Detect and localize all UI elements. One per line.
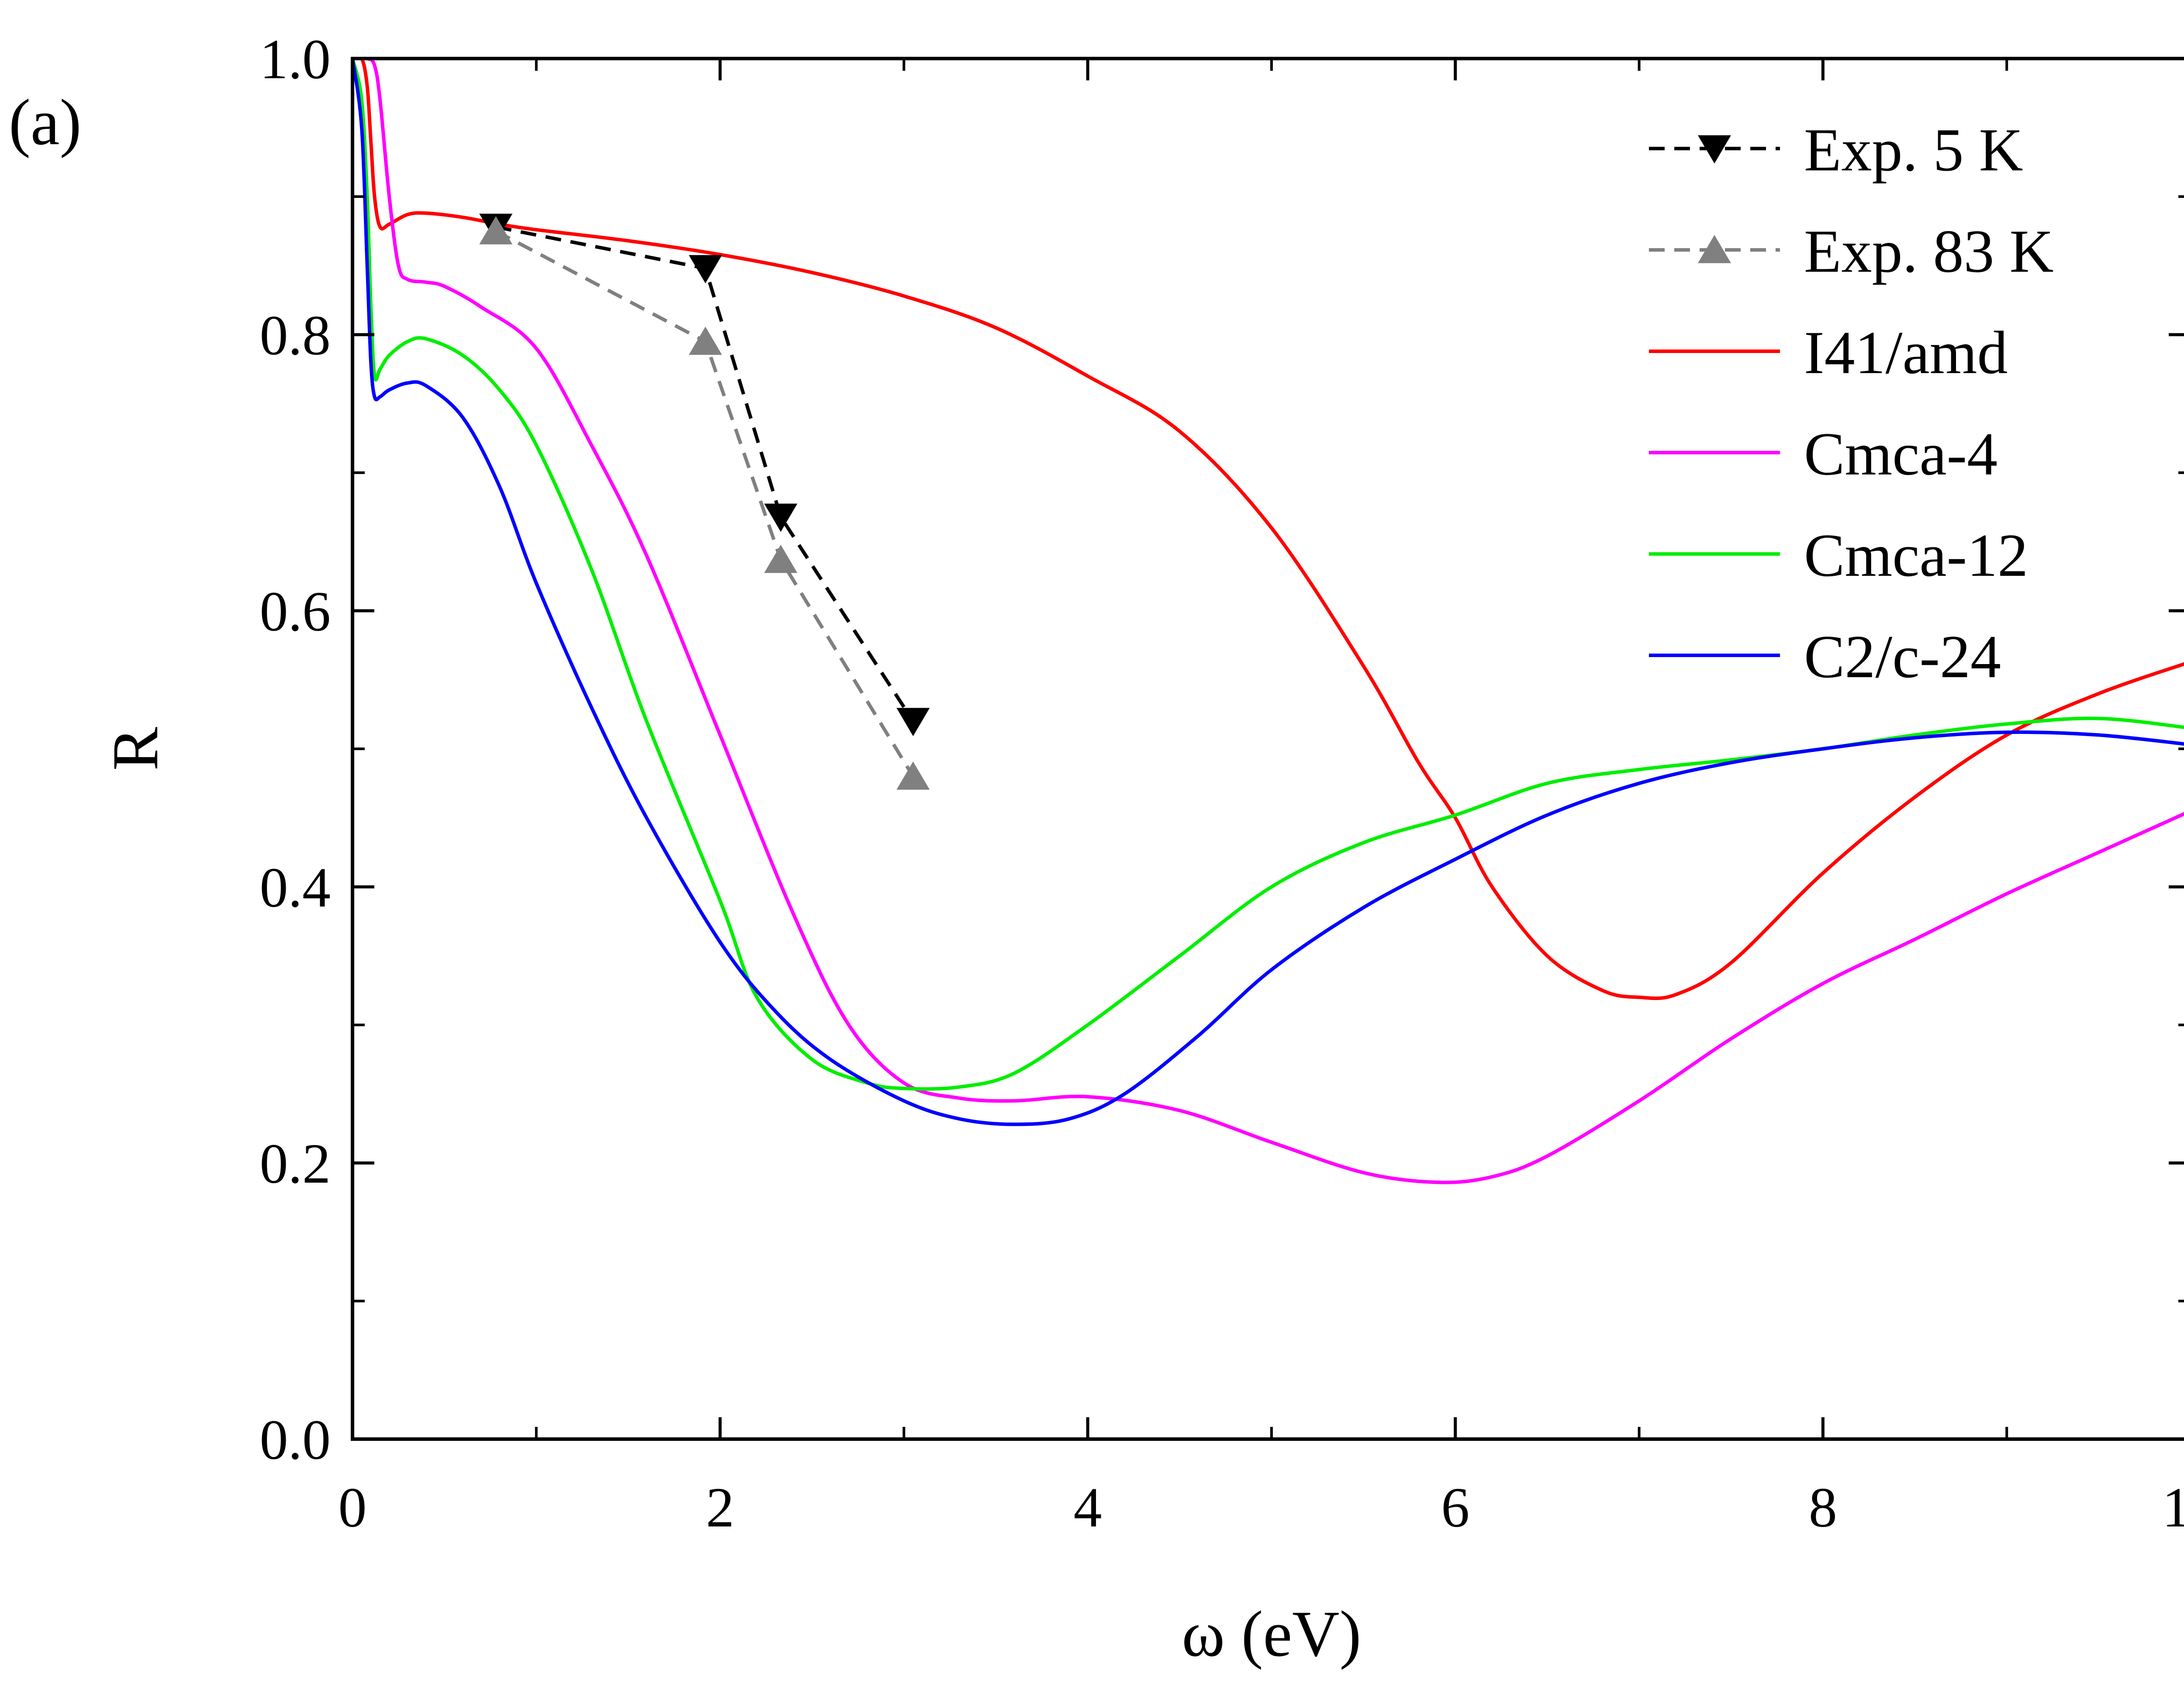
data-point-exp-83-k (688, 326, 722, 355)
y-tick-label: 0.8 (260, 304, 331, 367)
data-point-exp-83-k (896, 761, 930, 790)
y-tick-label: 0.0 (260, 1409, 331, 1471)
x-axis-title: ω (eV) (1182, 1598, 1361, 1670)
series-line-c2-c-24 (352, 59, 2184, 1126)
series-line-exp-83-k (495, 229, 915, 778)
legend-label-exp-83-k: Exp. 83 K (1804, 218, 2054, 285)
legend-marker-exp-5-k (1698, 135, 1731, 164)
x-tick-label: 0 (339, 1476, 367, 1539)
y-tick-label: 0.4 (260, 856, 331, 919)
data-point-exp-83-k (764, 544, 798, 573)
series-layer (352, 59, 2184, 1184)
legend-label-c2-c-24: C2/c-24 (1804, 623, 2001, 691)
data-point-exp-83-k (479, 216, 513, 245)
legend-label-cmca-4: Cmca-4 (1804, 420, 1997, 488)
legend: Exp. 5 K Exp. 83 K I41/amd Cmca-4 Cmca-12 C2/… (1649, 116, 2054, 691)
data-point-exp-5-k (764, 503, 798, 532)
y-axis-title: R (99, 727, 172, 771)
data-point-exp-5-k (688, 255, 722, 284)
marker-layer (479, 214, 930, 790)
x-tick-label: 2 (706, 1476, 734, 1539)
legend-marker-exp-83-k (1698, 235, 1731, 263)
data-point-exp-5-k (896, 708, 930, 736)
panel-label: (a) (9, 86, 81, 159)
series-line-i41-amd (352, 59, 2184, 1000)
legend-label-cmca-12: Cmca-12 (1804, 522, 2028, 589)
series-line-exp-5-k (495, 225, 915, 722)
y-tick-label: 1.0 (260, 28, 331, 91)
x-tick-label: 4 (1074, 1476, 1102, 1539)
x-tick-label: 8 (1809, 1476, 1837, 1539)
series-line-cmca-4 (352, 59, 2184, 1184)
x-tick-label: 6 (1441, 1476, 1469, 1539)
y-tick-label: 0.2 (260, 1132, 331, 1195)
legend-label-exp-5-k: Exp. 5 K (1804, 116, 2023, 184)
x-tick-label: 10 (2162, 1476, 2184, 1539)
tick-layer: 0 2 4 6 8 10 0.0 0.2 0.4 0.6 0.8 1.0 (260, 28, 2184, 1539)
legend-label-i41-amd: I41/amd (1804, 319, 2008, 387)
y-tick-label: 0.6 (260, 580, 331, 643)
series-line-cmca-12 (352, 59, 2184, 1091)
